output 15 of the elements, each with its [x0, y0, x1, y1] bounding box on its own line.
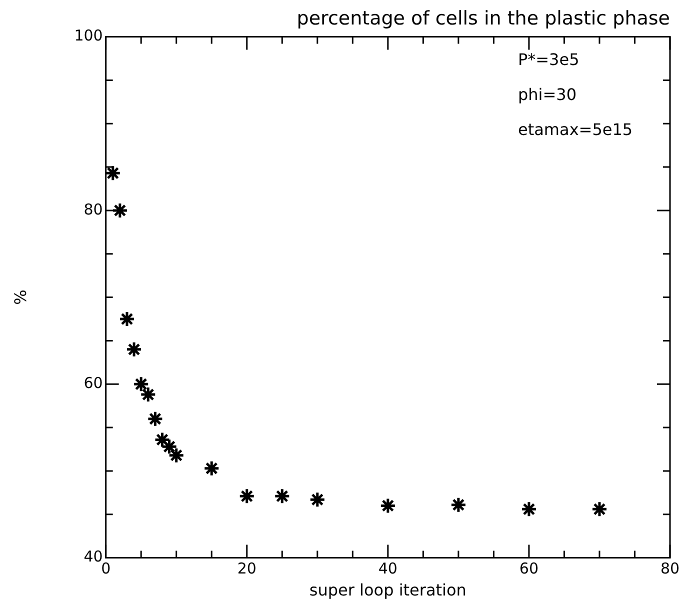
- x-tick-label: 20: [237, 560, 256, 578]
- x-axis-title: super loop iteration: [309, 580, 466, 600]
- x-tick-label: 40: [378, 560, 398, 578]
- y-axis-title: %: [10, 290, 30, 305]
- annotation: P*=3e5: [518, 50, 580, 69]
- annotation: etamax=5e15: [518, 120, 633, 139]
- y-tick-label: 80: [84, 200, 103, 218]
- y-tick-label: 60: [84, 374, 103, 392]
- annotation: phi=30: [518, 84, 577, 104]
- chart-title: percentage of cells in the plastic phase: [296, 7, 670, 30]
- y-tick-label: 100: [74, 26, 103, 45]
- y-tick-label: 40: [84, 548, 103, 566]
- x-tick-label: 60: [519, 560, 539, 578]
- x-tick-label: 80: [660, 560, 680, 578]
- x-tick-label: 0: [101, 560, 111, 578]
